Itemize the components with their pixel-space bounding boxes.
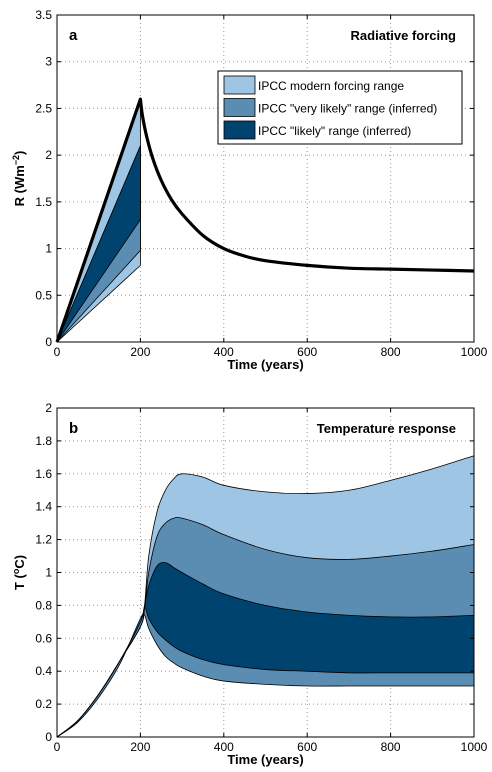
panel-a-xtick-label: 400 (214, 345, 234, 359)
panel-b-band-lower-range (57, 607, 474, 737)
panel-b-panel-letter: b (69, 420, 78, 437)
panel-b-ytick-label: 1.8 (35, 434, 52, 448)
legend-swatch (223, 120, 256, 140)
panel-a-ytick-label: 2 (45, 148, 52, 162)
legend-box (217, 70, 463, 145)
panel-b-xlabel: Time (years) (227, 752, 303, 767)
legend-entry-label: IPCC modern forcing range (258, 79, 404, 93)
panel-a-ytick-label: 0 (45, 335, 52, 349)
panel-b-xtick-label: 800 (381, 740, 401, 754)
panel-a-ytick-label: 1 (45, 242, 52, 256)
panel-b-ytick-label: 0 (45, 730, 52, 744)
panel-a-forcing-line (55, 97, 475, 343)
panel-a-ytick-label: 1.5 (35, 195, 52, 209)
panel-a-forcing-chart: 0 200 400 600 800 1000 0 0.5 1 1.5 2 2.5 3 3.5 Time (y… (11, 8, 488, 372)
panel-a-xtick-label: 600 (297, 345, 317, 359)
panel-a-xtick-label: 800 (381, 345, 401, 359)
panel-b-ylabel: T (oC) (11, 555, 27, 590)
panel-b-ytick-label: 1.6 (35, 467, 52, 481)
legend-swatch (223, 98, 256, 117)
panel-b-band-likely (57, 562, 474, 737)
legend-swatch (223, 75, 256, 95)
panel-b-curve-outline (56, 606, 474, 738)
panel-b-ytick-label: 0.6 (35, 631, 52, 645)
panel-a-xtick-label: 200 (130, 345, 150, 359)
panel-b-ytick-label: 1.4 (35, 500, 52, 514)
panel-b-ytick-label: 1 (45, 566, 52, 580)
panel-b-temperature-chart: 0 200 400 600 800 1000 0 0.2 0.4 0.6 0.8 1 1.2 1.4 1.6… (11, 401, 488, 767)
panel-b-ytick-label: 0.4 (35, 664, 52, 678)
panel-a-ytick-label: 3 (45, 55, 52, 69)
panel-b-xtick-label: 200 (130, 740, 150, 754)
legend-entry-label: IPCC "very likely" range (inferred) (258, 102, 437, 116)
panel-a-ytick-label: 0.5 (35, 288, 52, 302)
panel-b-ytick-label: 1.2 (35, 533, 52, 547)
panel-a-band-3 (56, 145, 141, 343)
panel-a-ytick-label: 2.5 (35, 101, 52, 115)
panel-b-xtick-label: 1000 (461, 740, 488, 754)
panel-a-title: Radiative forcing (351, 28, 457, 43)
panel-b-xtick-label: 0 (54, 740, 61, 754)
panel-b-band-modern-upper (57, 455, 474, 737)
panel-b-ytick-label: 0.2 (35, 697, 52, 711)
legend-entry-label: IPCC "likely" range (inferred) (258, 124, 411, 138)
panel-a-panel-letter: a (69, 27, 78, 44)
panel-a-ylabel: R (Wm−2) (11, 151, 27, 207)
panel-a-xlabel: Time (years) (227, 357, 303, 372)
panel-b-band-very-likely-upper (57, 517, 474, 737)
panel-a-axes-frame (56, 14, 475, 343)
panel-a-xtick-label: 1000 (461, 345, 488, 359)
panel-a-ytick-label: 3.5 (35, 8, 52, 22)
panel-b-ytick-label: 2 (45, 401, 52, 415)
panel-b-ytick-label: 0.8 (35, 598, 52, 612)
panel-b-xtick-label: 600 (297, 740, 317, 754)
panel-b-curve-outline (56, 612, 474, 738)
panel-a-xtick-label: 0 (54, 345, 61, 359)
panel-b-xtick-label: 400 (214, 740, 234, 754)
panel-b-title: Temperature response (317, 421, 456, 436)
